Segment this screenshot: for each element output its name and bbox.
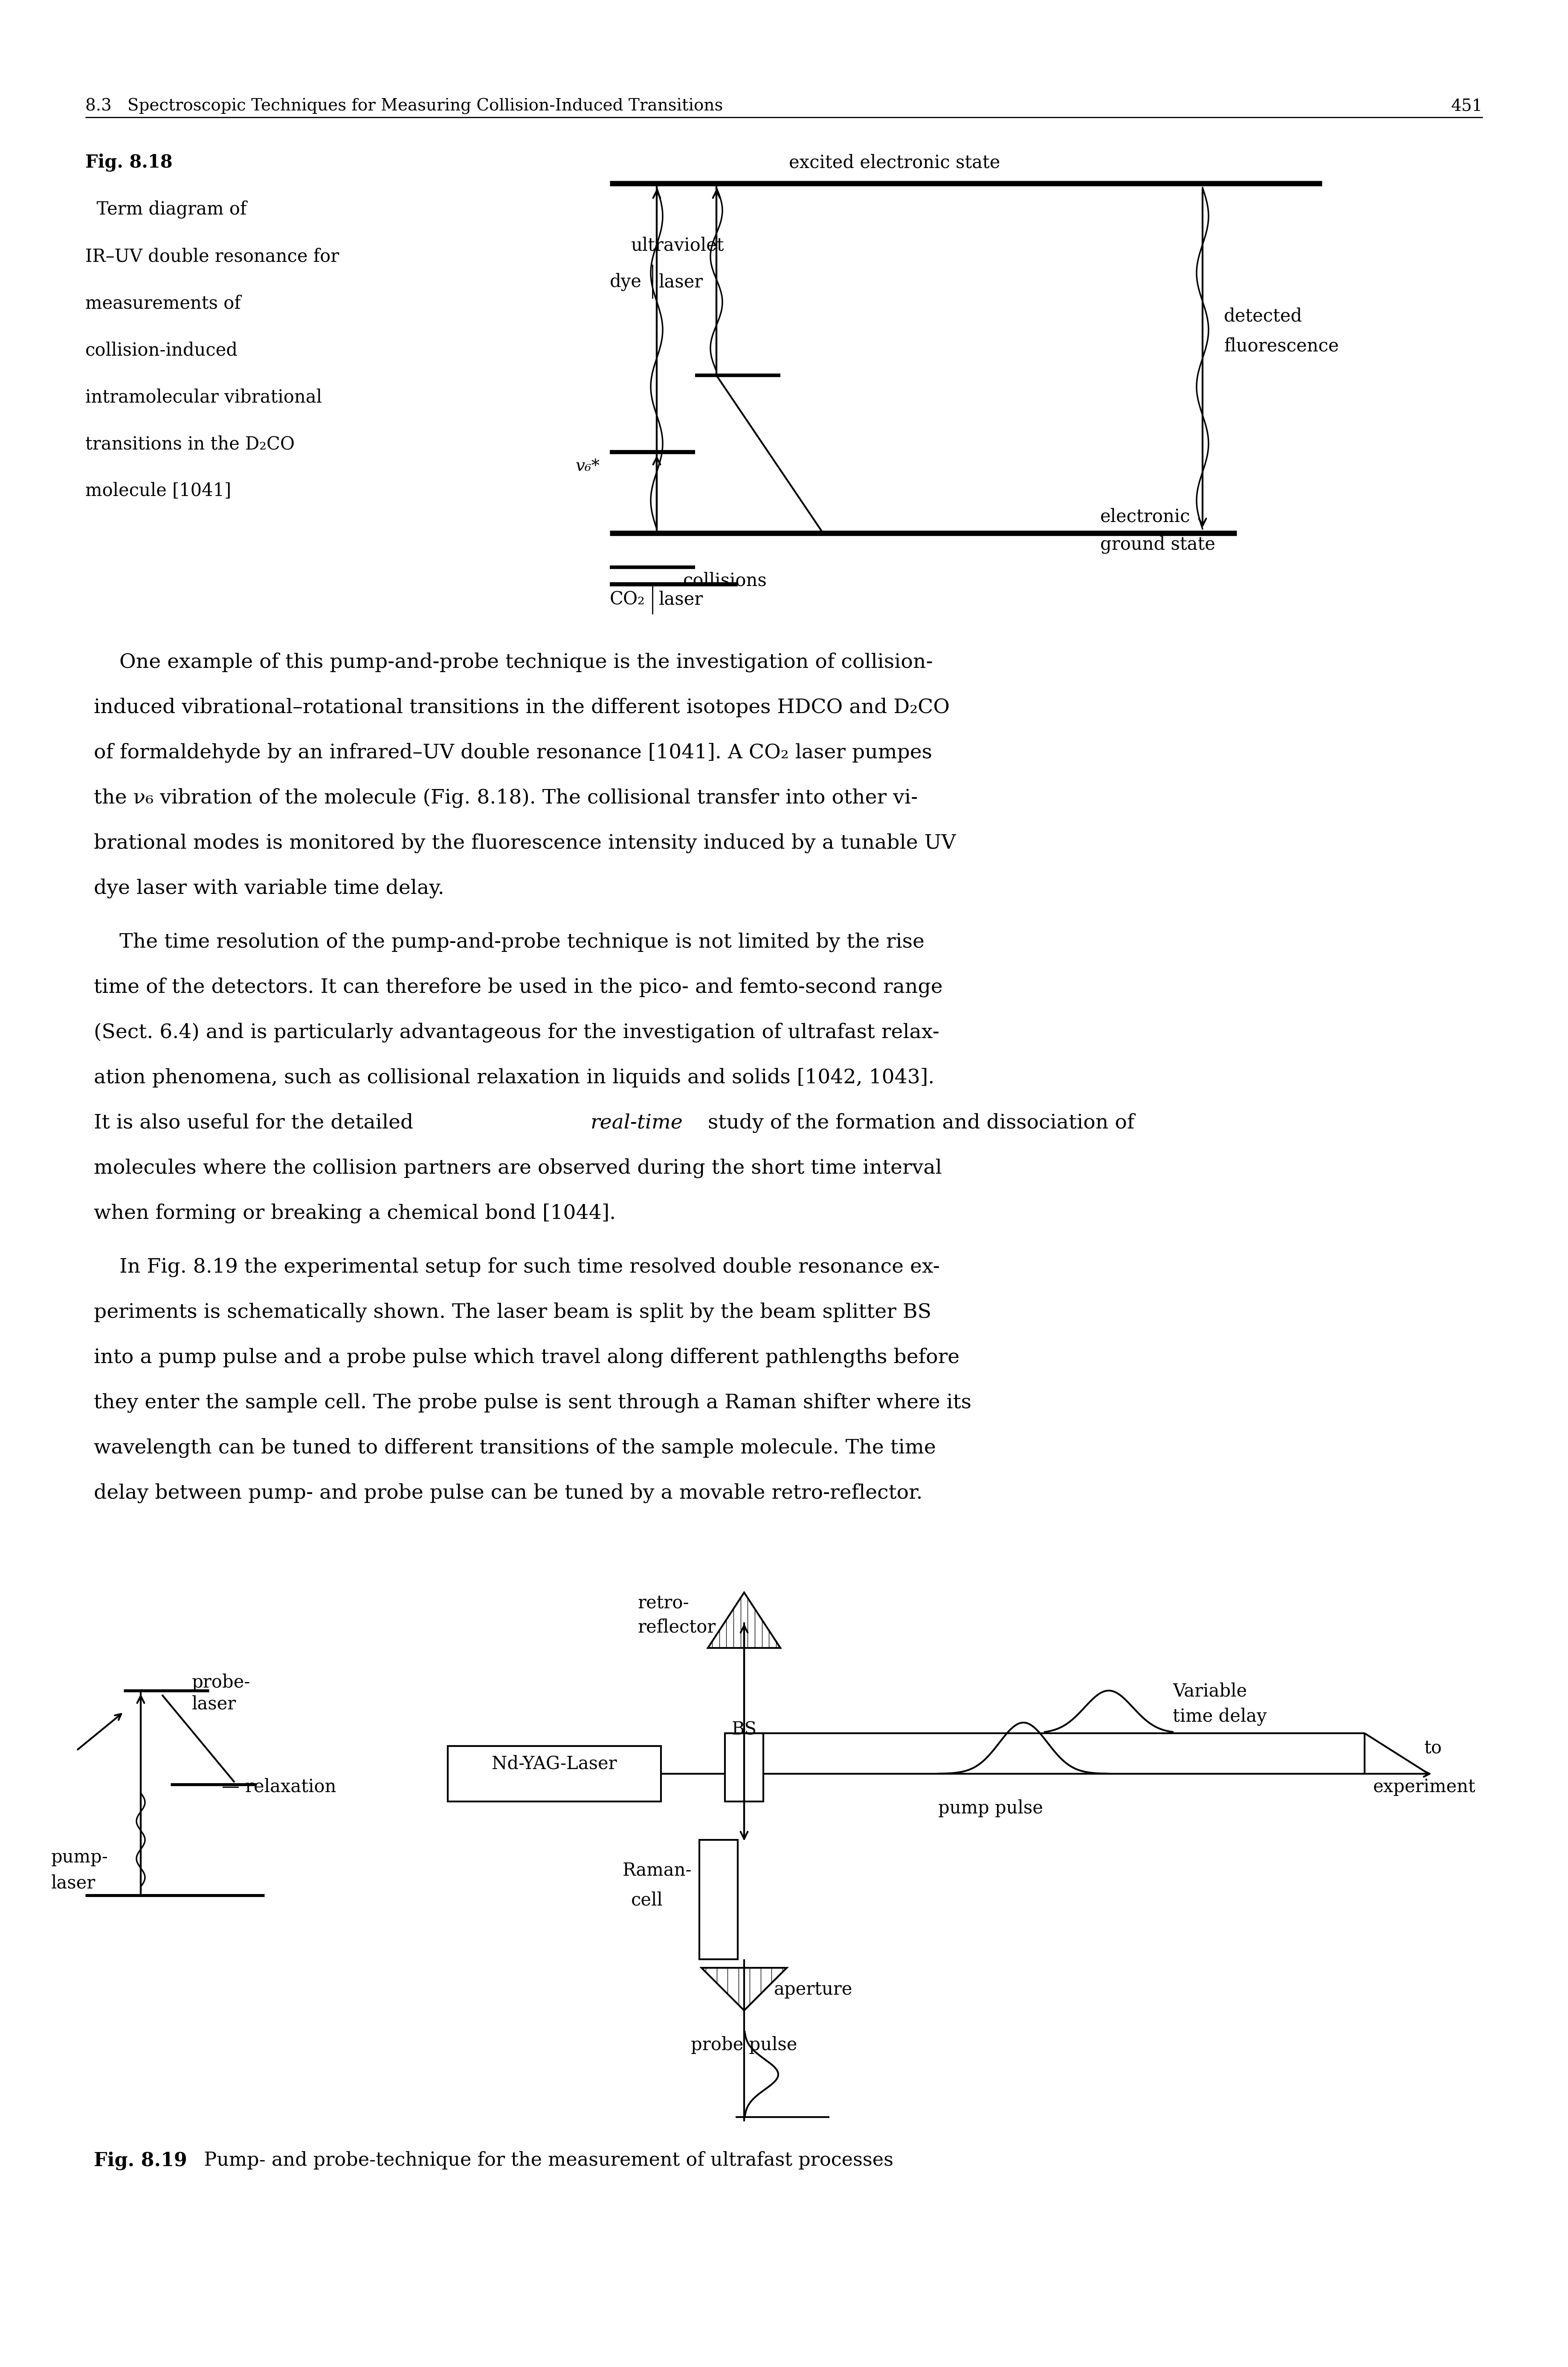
Text: wavelength can be tuned to different transitions of the sample molecule. The tim: wavelength can be tuned to different tra… [94,1439,936,1458]
Text: time delay: time delay [1173,1707,1267,1726]
Text: pump pulse: pump pulse [938,1799,1043,1818]
Text: laser: laser [52,1875,96,1891]
Text: they enter the sample cell. The probe pulse is sent through a Raman shifter wher: they enter the sample cell. The probe pu… [94,1392,972,1413]
Text: electronic: electronic [1101,507,1190,525]
Text: molecules where the collision partners are observed during the short time interv: molecules where the collision partners a… [94,1157,942,1179]
Text: cell: cell [632,1891,663,1908]
Text: fluorescence: fluorescence [1225,336,1339,355]
Text: into a pump pulse and a probe pulse which travel along different pathlengths bef: into a pump pulse and a probe pulse whic… [94,1347,960,1368]
Text: (Sect. 6.4) and is particularly advantageous for the investigation of ultrafast : (Sect. 6.4) and is particularly advantag… [94,1023,939,1041]
Text: dye: dye [610,272,641,291]
Text: Fig. 8.19: Fig. 8.19 [94,2152,187,2171]
Text: CO₂: CO₂ [610,592,644,608]
Text: reflector: reflector [638,1619,715,1636]
Text: detected: detected [1225,308,1303,324]
Text: v₆*: v₆* [575,459,601,473]
Bar [448,1747,662,1801]
Text: probe pulse: probe pulse [691,2036,797,2055]
Text: measurements of: measurements of [85,294,241,312]
Text: real-time: real-time [591,1112,684,1131]
Text: Fig. 8.18: Fig. 8.18 [85,154,172,173]
Text: The time resolution of the pump-and-probe technique is not limited by the rise: The time resolution of the pump-and-prob… [94,933,925,952]
Text: to: to [1424,1740,1443,1759]
Text: aperture: aperture [775,1981,853,1998]
Text: BS: BS [732,1721,757,1737]
Text: collisions: collisions [684,570,767,589]
Bar [724,1733,764,1801]
Text: One example of this pump-and-probe technique is the investigation of collision-: One example of this pump-and-probe techn… [94,653,933,672]
Text: of formaldehyde by an infrared–UV double resonance [1041]. A CO₂ laser pumpes: of formaldehyde by an infrared–UV double… [94,743,931,762]
Text: ground state: ground state [1101,535,1215,554]
Text: In Fig. 8.19 the experimental setup for such time resolved double resonance ex-: In Fig. 8.19 the experimental setup for … [94,1257,939,1278]
Text: Variable: Variable [1173,1683,1247,1700]
Text: brational modes is monitored by the fluorescence intensity induced by a tunable : brational modes is monitored by the fluo… [94,833,956,852]
Text: ultraviolet: ultraviolet [632,237,724,256]
Text: pump-: pump- [52,1849,108,1865]
Text: experiment: experiment [1374,1778,1475,1797]
Text: 8.3   Spectroscopic Techniques for Measuring Collision-Induced Transitions: 8.3 Spectroscopic Techniques for Measuri… [85,97,723,114]
Text: periments is schematically shown. The laser beam is split by the beam splitter B: periments is schematically shown. The la… [94,1302,931,1323]
Text: dye laser with variable time delay.: dye laser with variable time delay. [94,878,444,899]
Text: intramolecular vibrational: intramolecular vibrational [85,388,321,407]
Polygon shape [701,1967,787,2010]
Text: excited electronic state: excited electronic state [789,154,1000,170]
Text: delay between pump- and probe pulse can be tuned by a movable retro-reflector.: delay between pump- and probe pulse can … [94,1484,922,1503]
Text: — relaxation: — relaxation [221,1778,336,1797]
Text: induced vibrational–rotational transitions in the different isotopes HDCO and D₂: induced vibrational–rotational transitio… [94,698,950,717]
Text: 451: 451 [1450,97,1483,114]
Text: laser: laser [191,1695,237,1714]
Text: molecule [1041]: molecule [1041] [85,483,230,499]
Bar [699,1839,737,1960]
Text: laser: laser [659,592,704,608]
Text: Raman-: Raman- [622,1860,691,1879]
Text: laser: laser [659,272,704,291]
Text: Nd-YAG-Laser: Nd-YAG-Laser [492,1754,616,1773]
Text: when forming or breaking a chemical bond [1044].: when forming or breaking a chemical bond… [94,1202,616,1224]
Polygon shape [707,1593,781,1647]
Text: collision-induced: collision-induced [85,341,238,360]
Text: ation phenomena, such as collisional relaxation in liquids and solids [1042, 104: ation phenomena, such as collisional rel… [94,1068,935,1086]
Text: retro-: retro- [638,1595,688,1612]
Text: probe-: probe- [191,1673,251,1692]
Text: transitions in the D₂CO: transitions in the D₂CO [85,436,295,452]
Text: IR–UV double resonance for: IR–UV double resonance for [85,249,339,265]
Text: study of the formation and dissociation of: study of the formation and dissociation … [701,1112,1135,1134]
Text: Term diagram of: Term diagram of [85,201,246,218]
Text: Pump- and probe-technique for the measurement of ultrafast processes: Pump- and probe-technique for the measur… [191,2152,894,2171]
Text: It is also useful for the detailed: It is also useful for the detailed [94,1112,420,1131]
Text: the ν₆ vibration of the molecule (Fig. 8.18). The collisional transfer into othe: the ν₆ vibration of the molecule (Fig. 8… [94,788,917,807]
Text: time of the detectors. It can therefore be used in the pico- and femto-second ra: time of the detectors. It can therefore … [94,978,942,997]
